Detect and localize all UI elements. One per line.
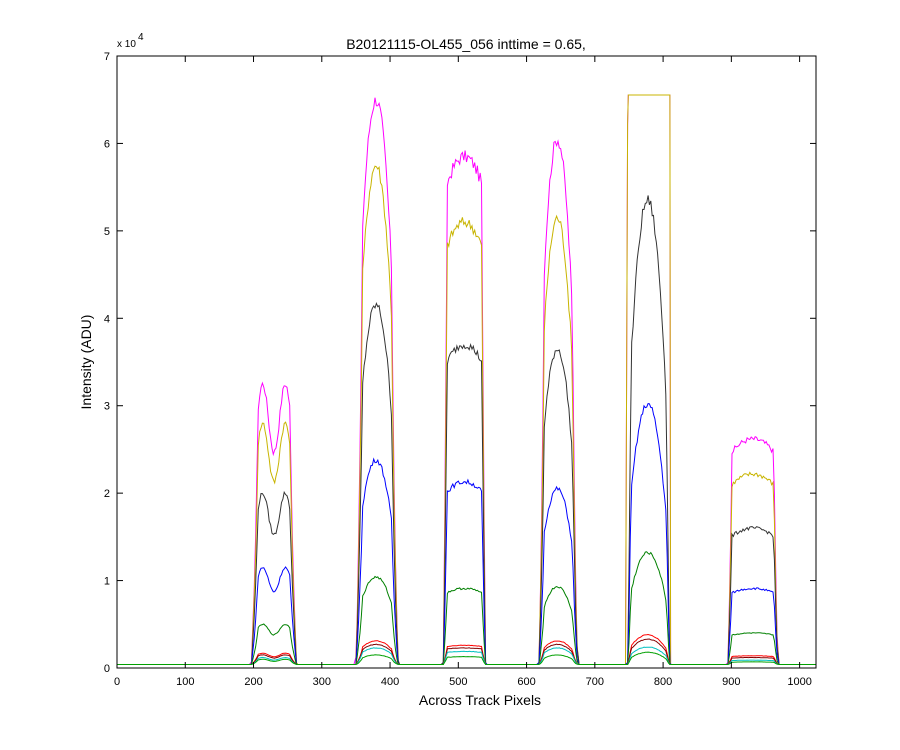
x-tick-label: 400 (381, 676, 399, 688)
x-axis-label: Across Track Pixels (419, 692, 541, 708)
y-tick-label: 1 (104, 576, 110, 588)
tick-layer: 0 100 200 300 400 500 600 700 800 900 1000 0 1 2 3 4 5 6 7 (104, 51, 816, 688)
y-tick-label: 5 (104, 226, 110, 238)
x-tick-label: 900 (722, 676, 740, 688)
x-tick-label: 700 (586, 676, 604, 688)
x-tick-label: 500 (449, 676, 467, 688)
x-tick-label: 200 (244, 676, 262, 688)
y-tick-label: 2 (104, 488, 110, 500)
x-tick-label: 300 (313, 676, 331, 688)
x-tick-label: 600 (517, 676, 535, 688)
series-line (117, 651, 816, 665)
plot-area (117, 56, 816, 668)
y-multiplier-label: x 10 (117, 39, 136, 50)
x-tick-label: 100 (176, 676, 194, 688)
series-line (117, 94, 816, 665)
plot-frame (116, 55, 817, 669)
x-tick-label: 1000 (787, 676, 811, 688)
x-tick-label: 0 (114, 676, 120, 688)
series-layer (117, 94, 816, 665)
y-multiplier-exponent: 4 (138, 32, 144, 43)
chart-title: B20121115-OL455_056 inttime = 0.65, (346, 36, 586, 52)
y-tick-label: 0 (104, 663, 110, 675)
y-tick-label: 7 (104, 51, 110, 63)
series-line (117, 94, 816, 665)
x-tick-label: 800 (654, 676, 672, 688)
y-tick-label: 6 (104, 138, 110, 150)
y-tick-label: 4 (104, 313, 110, 325)
y-tick-label: 3 (104, 401, 110, 413)
y-axis-label: Intensity (ADU) (78, 315, 94, 410)
